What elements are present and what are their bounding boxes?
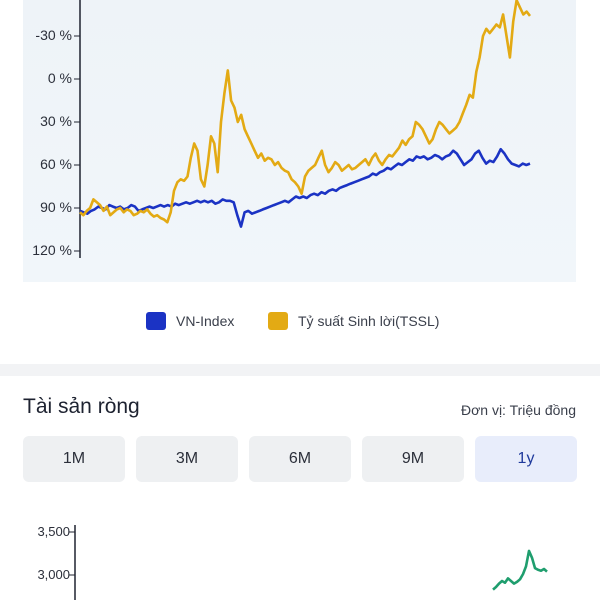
returns-chart-plot xyxy=(74,0,532,258)
section-divider xyxy=(0,364,600,376)
unit-label: Đơn vị: Triệu đồng xyxy=(460,402,576,418)
section-title-net-assets: Tài sản ròng xyxy=(23,395,140,418)
returns-y-tick-label: 120 % xyxy=(32,241,72,258)
series-line-tssl xyxy=(79,0,532,224)
period-tabs: 1M 3M 6M 9M 1y xyxy=(23,436,577,482)
returns-y-tick-label: 60 % xyxy=(40,156,72,172)
tab-3m[interactable]: 3M xyxy=(136,436,238,482)
net-assets-y-tick-label: 3,500 xyxy=(37,524,70,539)
legend-item-vn-index[interactable]: VN-Index xyxy=(146,312,234,330)
tab-1m[interactable]: 1M xyxy=(23,436,125,482)
returns-chart xyxy=(23,0,576,282)
series-line-vn-index xyxy=(79,147,531,228)
net-assets-chart-plot xyxy=(69,525,548,600)
returns-y-tick-label: 0 % xyxy=(47,70,72,86)
legend-item-tssl[interactable]: Tỷ suất Sinh lời(TSSL) xyxy=(268,312,439,330)
net-assets-chart: 3,500 3,000 xyxy=(0,510,600,600)
legend-label-vn-index: VN-Index xyxy=(176,313,235,329)
returns-y-tick-label: 90 % xyxy=(40,199,72,215)
tab-9m[interactable]: 9M xyxy=(362,436,464,482)
tab-1y[interactable]: 1y xyxy=(475,436,577,482)
legend-swatch-tssl xyxy=(268,312,288,330)
returns-y-tick-label: -30 % xyxy=(35,27,72,43)
legend-swatch-vn-index xyxy=(146,312,166,330)
net-assets-y-tick-label: 3,000 xyxy=(37,567,70,582)
returns-chart-legend: VN-Index Tỷ suất Sinh lời(TSSL) xyxy=(0,312,600,334)
series-line-net-assets xyxy=(492,549,548,591)
returns-y-tick-label: 30 % xyxy=(40,113,72,129)
legend-label-tssl: Tỷ suất Sinh lời(TSSL) xyxy=(298,313,440,329)
tab-6m[interactable]: 6M xyxy=(249,436,351,482)
